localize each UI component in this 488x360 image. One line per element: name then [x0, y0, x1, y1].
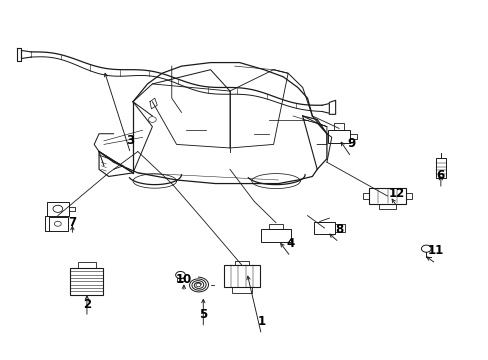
Bar — [435, 158, 445, 177]
Bar — [405, 193, 412, 199]
Bar — [378, 204, 395, 209]
Text: 9: 9 — [346, 138, 355, 150]
Bar — [78, 262, 96, 268]
Text: 4: 4 — [286, 237, 294, 250]
Bar — [232, 287, 251, 293]
Text: 10: 10 — [175, 273, 192, 286]
Bar — [368, 188, 405, 204]
Bar — [47, 202, 68, 216]
Bar — [362, 193, 368, 199]
Text: 2: 2 — [82, 298, 91, 311]
Bar — [328, 130, 349, 143]
Bar — [49, 217, 67, 231]
Bar — [224, 265, 260, 287]
Text: 3: 3 — [126, 134, 134, 147]
Bar — [70, 268, 103, 295]
Text: 1: 1 — [257, 315, 265, 328]
Bar — [261, 229, 290, 242]
Bar — [268, 224, 283, 229]
Bar — [176, 278, 184, 282]
Text: 11: 11 — [427, 244, 443, 257]
Bar — [334, 225, 344, 231]
Text: 5: 5 — [199, 308, 207, 321]
Text: 6: 6 — [436, 170, 444, 183]
Text: 7: 7 — [68, 216, 76, 229]
Text: 12: 12 — [388, 187, 405, 200]
Text: 8: 8 — [334, 223, 343, 236]
Bar — [313, 222, 334, 234]
Bar — [333, 123, 343, 130]
